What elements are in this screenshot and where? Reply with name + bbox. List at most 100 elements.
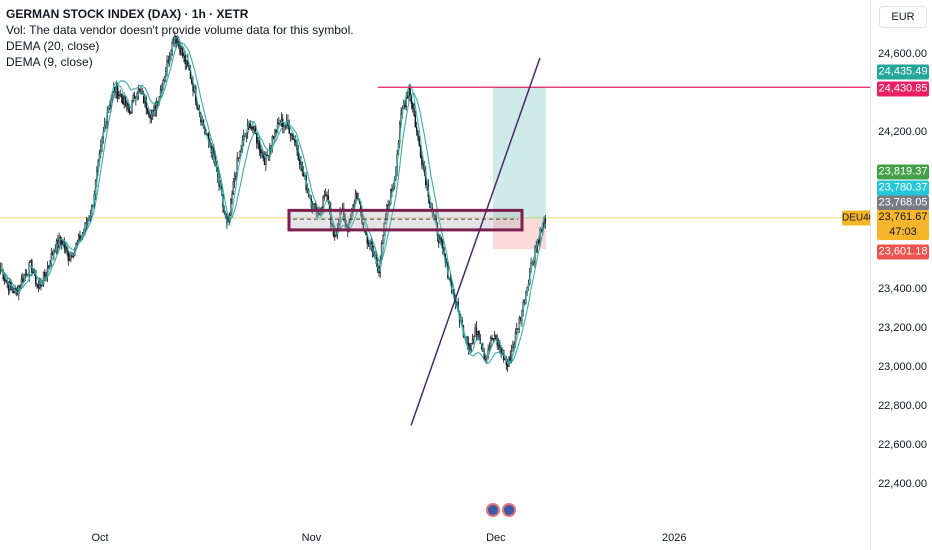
indicator-dema-9[interactable]: DEMA (9, close) <box>6 55 93 69</box>
candle-body <box>61 240 63 245</box>
candle-body <box>343 208 345 221</box>
candle-body <box>414 115 417 128</box>
candle-body <box>253 126 255 130</box>
candle-body <box>22 278 24 283</box>
candle-body <box>64 246 67 249</box>
candle-body <box>63 242 66 249</box>
candle-body <box>139 89 141 92</box>
candle-body <box>496 339 498 346</box>
candle-body <box>440 237 443 242</box>
candle-body <box>406 96 409 98</box>
candle-body <box>25 273 28 276</box>
candle-body <box>119 94 121 97</box>
candle-body <box>122 97 124 105</box>
candle-body <box>129 112 132 114</box>
candle-body <box>133 95 136 100</box>
candle-body <box>128 108 131 113</box>
candle-body <box>35 270 37 284</box>
candle-body <box>24 273 27 276</box>
candle-body <box>492 338 495 340</box>
candle-body <box>474 327 476 337</box>
candle-body <box>367 243 370 245</box>
candle-body <box>257 140 259 144</box>
candle-body <box>142 93 145 104</box>
candle-body <box>175 35 177 44</box>
time-axis[interactable]: Oct Nov Dec 2026 <box>0 522 870 550</box>
candle-body <box>313 203 315 209</box>
price-axis[interactable]: EUR 24,600.00 24,200.00 23,400.00 23,200.00… <box>870 0 932 550</box>
dema-lines <box>0 36 546 365</box>
time-tick-label: 2026 <box>662 532 687 544</box>
candle-body <box>185 59 188 64</box>
candle-body <box>441 241 444 249</box>
candle-body <box>159 88 162 97</box>
time-tick-label: Dec <box>486 532 506 544</box>
candle-body <box>415 127 418 131</box>
price-tick-label: 24,200.00 <box>878 126 927 139</box>
candle-body <box>51 253 54 255</box>
dema-20-line <box>0 41 546 365</box>
indicator-dema-20[interactable]: DEMA (20, close) <box>6 39 100 53</box>
candle-body <box>37 284 40 288</box>
price-tick-label: 24,600.00 <box>878 48 927 60</box>
candle-body <box>250 126 253 129</box>
candle-body <box>116 85 119 99</box>
candle-body <box>154 105 157 111</box>
last-price-value: 23,761.67 <box>878 211 928 223</box>
candle-body <box>291 133 293 136</box>
currency-button[interactable]: EUR <box>879 6 927 28</box>
candle-body <box>337 223 340 229</box>
candle-body <box>256 133 258 144</box>
candle-body <box>9 281 11 291</box>
bar-countdown: 47:03 <box>889 226 917 238</box>
time-tick-label: Oct <box>91 532 109 544</box>
symbol-tag: DEU40 <box>842 210 875 226</box>
candle-body <box>123 96 125 105</box>
candle-body <box>387 204 389 207</box>
candle-body <box>3 278 6 281</box>
candle-body <box>163 76 166 81</box>
candle-body <box>77 235 80 242</box>
candle-body <box>544 218 547 224</box>
candle-body <box>538 239 540 243</box>
candle-body <box>132 95 134 102</box>
candle-body <box>516 328 518 333</box>
candle-body <box>191 78 193 84</box>
candle-body <box>254 126 257 135</box>
candle-body <box>410 95 413 105</box>
price-tick-label: 22,800.00 <box>878 399 927 412</box>
candle-body <box>233 175 236 182</box>
candle-body <box>322 196 324 208</box>
price-tag: 23,768.05 <box>877 195 929 211</box>
candles <box>0 31 547 373</box>
price-tick-label: 23,000.00 <box>878 360 927 373</box>
event-flag-icon[interactable] <box>502 503 516 517</box>
candle-body <box>124 96 127 106</box>
candle-body <box>469 349 471 351</box>
candle-body <box>493 335 496 339</box>
candle-body <box>183 55 185 57</box>
candle-body <box>434 214 436 217</box>
price-chart[interactable] <box>0 0 870 520</box>
candle-body <box>146 108 149 114</box>
price-tag: 23,780.37 <box>877 180 929 196</box>
candle-body <box>353 203 355 206</box>
candle-body <box>127 102 129 110</box>
candle-body <box>275 129 277 133</box>
candle-body <box>484 356 487 360</box>
candle-body <box>324 194 327 197</box>
candle-body <box>409 88 411 96</box>
candle-body <box>491 337 493 340</box>
candle-body <box>278 122 280 125</box>
candle-body <box>326 194 328 196</box>
candle-body <box>382 235 384 244</box>
time-tick-label: Nov <box>301 532 322 544</box>
candle-body <box>167 60 170 64</box>
candle-body <box>76 241 79 245</box>
candle-body <box>36 283 38 286</box>
event-flag-icon[interactable] <box>486 503 500 517</box>
candle-body <box>419 145 422 157</box>
candle-body <box>506 364 509 367</box>
price-tag: 24,430.85 <box>877 81 929 97</box>
candle-body <box>68 259 71 261</box>
